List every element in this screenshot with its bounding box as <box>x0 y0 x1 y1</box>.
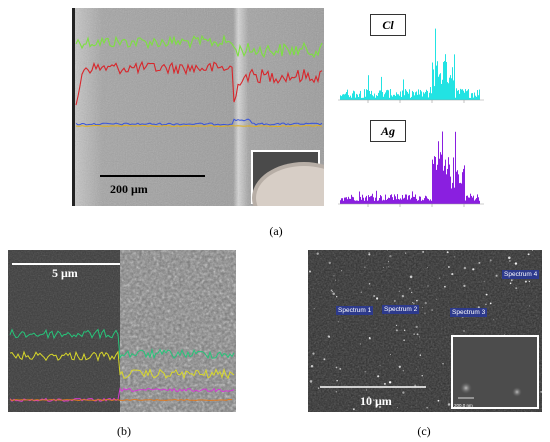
panel-b-sem-image <box>8 250 236 412</box>
panel-a-caption: (a) <box>269 224 283 238</box>
panel-b-caption: (b) <box>117 424 131 438</box>
panel-a-red-profile <box>75 60 323 106</box>
spectrum-ag <box>330 112 490 210</box>
panel-b-orange-profile <box>9 398 233 402</box>
panel-c-scale-label: 10 μm <box>360 394 392 408</box>
panel-b-yellow-profile <box>9 350 235 380</box>
panel-a-blue-profile <box>75 118 323 126</box>
panel-a-inset <box>251 150 324 206</box>
spectrum-3-label: Spectrum 3 <box>450 308 488 317</box>
panel-b-green-profile <box>9 328 235 360</box>
panel-b-scale-label: 5 μm <box>52 266 78 280</box>
spectrum-ag-bars <box>340 131 480 204</box>
spectrum-1-label: Spectrum 1 <box>336 306 374 315</box>
spectrum-cl-axis-ticks <box>367 100 465 103</box>
panel-c-inset-scale-label: 200.0 nm <box>454 403 473 408</box>
panel-a: 200 μm Cl Ag (a) <box>72 8 490 238</box>
panel-a-sem-image <box>72 8 324 206</box>
spectrum-ag-axis-ticks <box>367 204 465 207</box>
panel-a-scale-label: 200 μm <box>110 182 148 196</box>
panel-a-yellow-profile <box>75 124 323 128</box>
panel-c-caption: (c) <box>417 424 431 438</box>
spectrum-2-label: Spectrum 2 <box>382 305 420 314</box>
spectrum-cl-label: Cl <box>370 14 406 36</box>
panel-c: Spectrum 1 Spectrum 2 Spectrum 3 Spectru… <box>300 240 550 442</box>
panel-a-green-profile <box>75 34 323 59</box>
spectrum-ag-label: Ag <box>370 120 406 142</box>
panel-a-sem-svg <box>72 8 324 206</box>
spectrum-cl-bars <box>340 28 480 100</box>
spectrum-cl <box>330 8 490 106</box>
spectrum-4-label: Spectrum 4 <box>502 270 540 279</box>
panel-c-inset <box>451 335 539 409</box>
panel-b: 5 μm (b) <box>0 240 250 442</box>
